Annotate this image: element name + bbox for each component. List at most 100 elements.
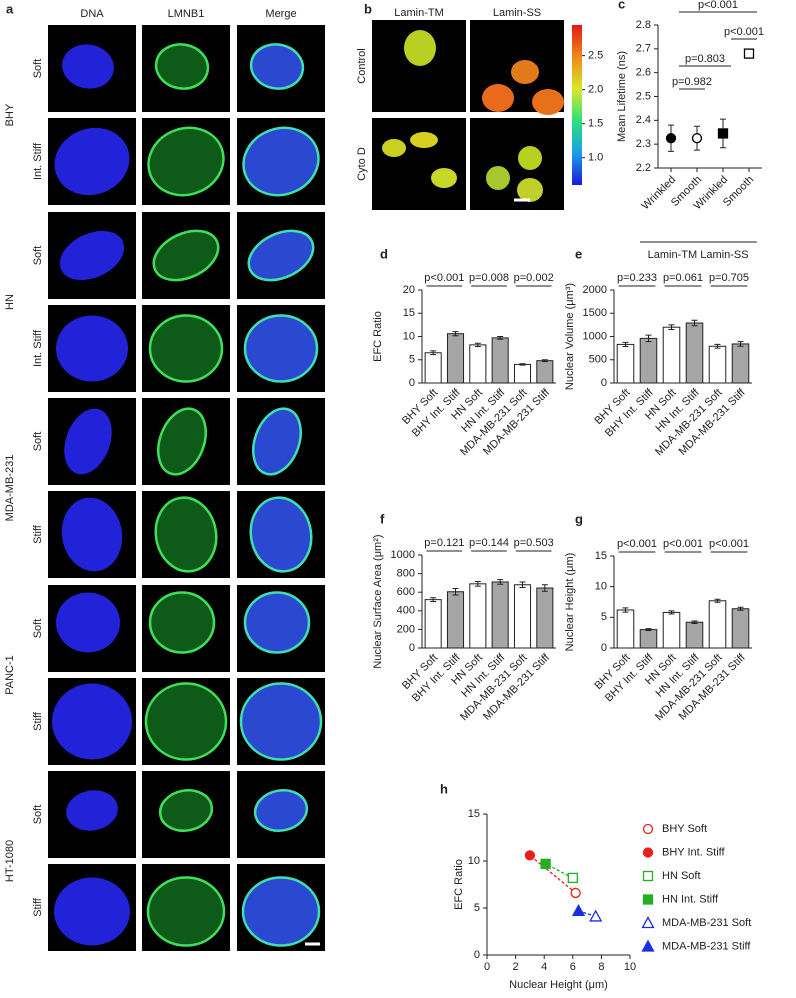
point [571,903,586,916]
cell-line-label: BHY [4,103,16,126]
condition-label: Soft [32,805,44,825]
bar [731,608,750,649]
y-tick-label: 1000 [391,549,415,561]
point [524,850,536,861]
nucleus [148,314,224,383]
micrograph [470,118,564,210]
error-bar [622,341,629,347]
point [642,870,654,882]
condition-label: Stiff [32,897,44,917]
point [743,48,755,59]
point [642,894,654,905]
colorbar-tick-label: 1.0 [588,152,603,164]
bar [469,344,487,384]
nucleus [247,229,315,282]
y-tick-label: 5 [409,354,415,366]
bar [685,322,704,384]
nucleus [54,877,130,946]
nucleus [59,230,125,281]
legend-label: MDA-MB-231 Soft [662,917,751,929]
significance-label: p=0.803 [685,53,725,65]
y-tick-label: 0 [409,377,415,389]
y-tick-label: 2000 [583,284,607,296]
nucleus [52,683,132,760]
bar [662,326,681,384]
bar [491,581,509,649]
error-bar [519,581,526,589]
y-tick-label: 0 [601,377,607,389]
legend-label: BHY Int. Stiff [662,846,726,858]
legend-label: HN Int. Stiff [662,893,719,905]
nucleus [482,84,514,112]
significance-label: p=0.061 [663,272,703,284]
point [567,872,578,884]
error-bar [452,331,459,337]
nucleus [147,126,225,197]
bar [469,583,487,649]
y-tick-label: 1000 [583,330,607,342]
x-tick-label: 10 [624,961,636,973]
condition-label: Int. Stiff [32,329,44,367]
error-bar [430,350,437,356]
significance-label: p=0.121 [424,537,464,549]
nucleus [252,407,302,476]
nucleus [249,43,305,90]
nucleus [486,166,510,190]
bar [513,363,532,384]
bar [536,360,554,384]
error-bar [645,628,652,632]
nucleus [242,126,320,197]
colorbar-tick-label: 1.5 [588,118,603,130]
legend-label: MDA-MB-231 Stiff [662,940,751,952]
error-bar [714,598,721,603]
point [691,133,703,144]
error-bar [714,343,721,349]
x-axis-label: Nuclear Height (μm) [509,979,608,991]
error-bar [452,587,459,596]
colorbar [572,25,582,185]
significance-label: p=0.233 [617,272,657,284]
y-tick-label: 0 [601,642,607,654]
significance-label: p<0.001 [724,26,764,38]
error-bar [497,336,504,340]
condition-label: Stiff [32,524,44,544]
bar [446,591,465,649]
y-tick-label: 15 [595,550,607,562]
panel-label: g [575,511,583,526]
error-bar [519,363,526,366]
nucleus [154,43,210,90]
nucleus [157,407,207,476]
error-bar [474,342,481,347]
column-header: Merge [265,8,296,20]
error-bar [541,359,548,363]
nucleus [431,168,457,188]
x-tick-label: 6 [570,961,576,973]
y-tick-label: 15 [403,307,415,319]
point [589,909,603,922]
bar [446,333,465,384]
x-tick-label: 4 [541,961,547,973]
point [642,823,654,835]
y-tick-label: 200 [397,623,415,635]
x-tick-label: 0 [484,961,490,973]
error-bar [622,607,629,613]
bar [708,600,727,649]
bar [685,621,704,649]
x-tick-label: Wrinkled [640,174,679,213]
condition-label: Stiff [32,711,44,731]
y-tick-label: 15 [468,808,480,820]
nucleus [243,314,319,383]
y-axis-label: EFC Ratio [453,859,465,910]
y-tick-label: 1500 [583,307,607,319]
bar [616,343,635,384]
nucleus [410,132,438,148]
nucleus [61,497,123,572]
column-header: LMNB1 [168,8,205,20]
bar [424,352,442,384]
y-tick-label: 500 [589,354,607,366]
panel-label: f [380,511,385,526]
point [570,887,581,899]
group-label: Lamin-TM [648,249,698,261]
point [641,939,655,952]
nucleus [404,30,436,66]
